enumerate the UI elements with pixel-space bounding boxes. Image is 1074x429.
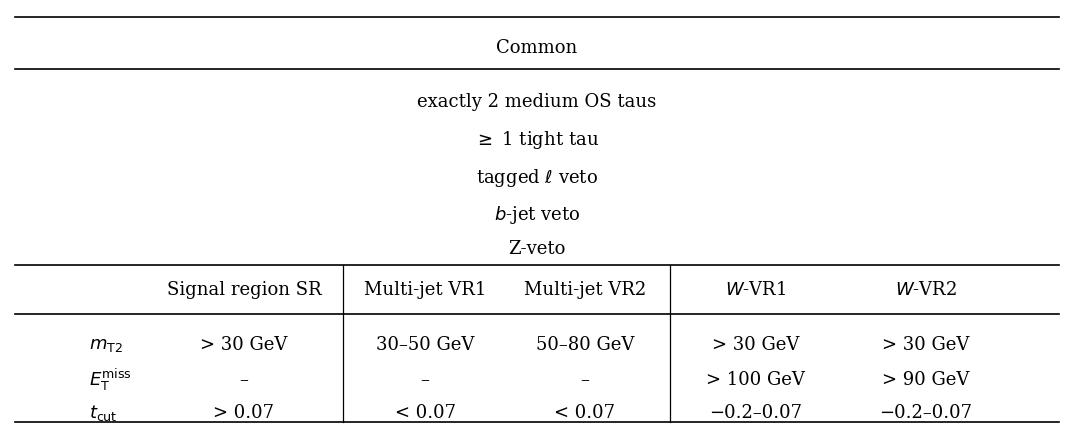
Text: –: – bbox=[581, 372, 590, 389]
Text: Multi-jet VR2: Multi-jet VR2 bbox=[524, 281, 647, 299]
Text: $W$-VR2: $W$-VR2 bbox=[895, 281, 957, 299]
Text: exactly 2 medium OS taus: exactly 2 medium OS taus bbox=[418, 94, 656, 112]
Text: > 30 GeV: > 30 GeV bbox=[200, 336, 288, 354]
Text: −0.2–0.07: −0.2–0.07 bbox=[709, 404, 802, 422]
Text: Common: Common bbox=[496, 39, 578, 57]
Text: > 0.07: > 0.07 bbox=[214, 404, 275, 422]
Text: −0.2–0.07: −0.2–0.07 bbox=[880, 404, 972, 422]
Text: $W$-VR1: $W$-VR1 bbox=[725, 281, 786, 299]
Text: tagged $\ell$ veto: tagged $\ell$ veto bbox=[476, 166, 598, 189]
Text: –: – bbox=[240, 372, 248, 389]
Text: Signal region SR: Signal region SR bbox=[166, 281, 321, 299]
Text: 30–50 GeV: 30–50 GeV bbox=[376, 336, 475, 354]
Text: $t_{\mathrm{cut}}$: $t_{\mathrm{cut}}$ bbox=[89, 403, 118, 423]
Text: < 0.07: < 0.07 bbox=[554, 404, 615, 422]
Text: > 100 GeV: > 100 GeV bbox=[706, 372, 804, 389]
Text: > 30 GeV: > 30 GeV bbox=[882, 336, 970, 354]
Text: $b$-jet veto: $b$-jet veto bbox=[494, 204, 580, 226]
Text: $m_{\mathrm{T2}}$: $m_{\mathrm{T2}}$ bbox=[89, 336, 124, 354]
Text: –: – bbox=[421, 372, 430, 389]
Text: Multi-jet VR1: Multi-jet VR1 bbox=[364, 281, 487, 299]
Text: > 90 GeV: > 90 GeV bbox=[882, 372, 970, 389]
Text: $\geq$ 1 tight tau: $\geq$ 1 tight tau bbox=[475, 129, 599, 151]
Text: Z-veto: Z-veto bbox=[508, 240, 566, 258]
Text: $E_{\mathrm{T}}^{\mathrm{miss}}$: $E_{\mathrm{T}}^{\mathrm{miss}}$ bbox=[89, 367, 132, 393]
Text: > 30 GeV: > 30 GeV bbox=[712, 336, 799, 354]
Text: < 0.07: < 0.07 bbox=[394, 404, 455, 422]
Text: 50–80 GeV: 50–80 GeV bbox=[536, 336, 634, 354]
